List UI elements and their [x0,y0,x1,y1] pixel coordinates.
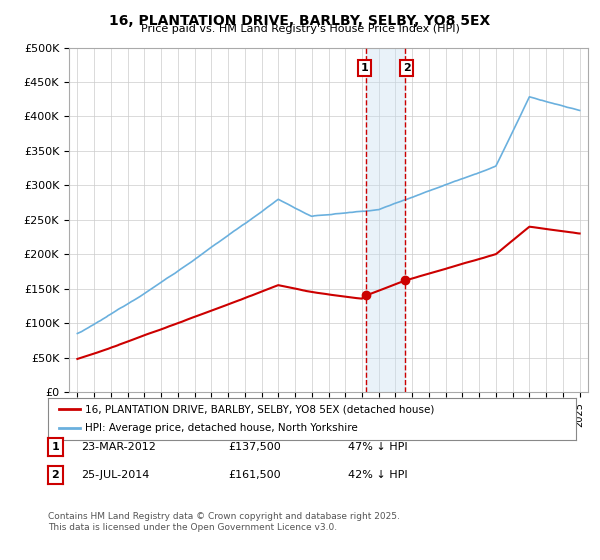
Bar [365,48,405,392]
Text: Price paid vs. HM Land Registry's House Price Index (HPI): Price paid vs. HM Land Registry's House … [140,24,460,34]
Text: 2: 2 [52,470,59,480]
Text: £161,500: £161,500 [228,470,281,480]
Text: 16, PLANTATION DRIVE, BARLBY, SELBY, YO8 5EX (detached house): 16, PLANTATION DRIVE, BARLBY, SELBY, YO8… [85,404,434,414]
Text: 1: 1 [361,63,368,73]
Text: HPI: Average price, detached house, North Yorkshire: HPI: Average price, detached house, Nort… [85,423,358,433]
Text: 1: 1 [52,442,59,452]
Text: Contains HM Land Registry data © Crown copyright and database right 2025.
This d: Contains HM Land Registry data © Crown c… [48,512,400,532]
Text: £137,500: £137,500 [228,442,281,452]
Text: 2: 2 [403,63,410,73]
Text: 16, PLANTATION DRIVE, BARLBY, SELBY, YO8 5EX: 16, PLANTATION DRIVE, BARLBY, SELBY, YO8… [109,14,491,28]
Text: 25-JUL-2014: 25-JUL-2014 [81,470,149,480]
Text: 47% ↓ HPI: 47% ↓ HPI [348,442,407,452]
Text: 23-MAR-2012: 23-MAR-2012 [81,442,156,452]
Text: 42% ↓ HPI: 42% ↓ HPI [348,470,407,480]
